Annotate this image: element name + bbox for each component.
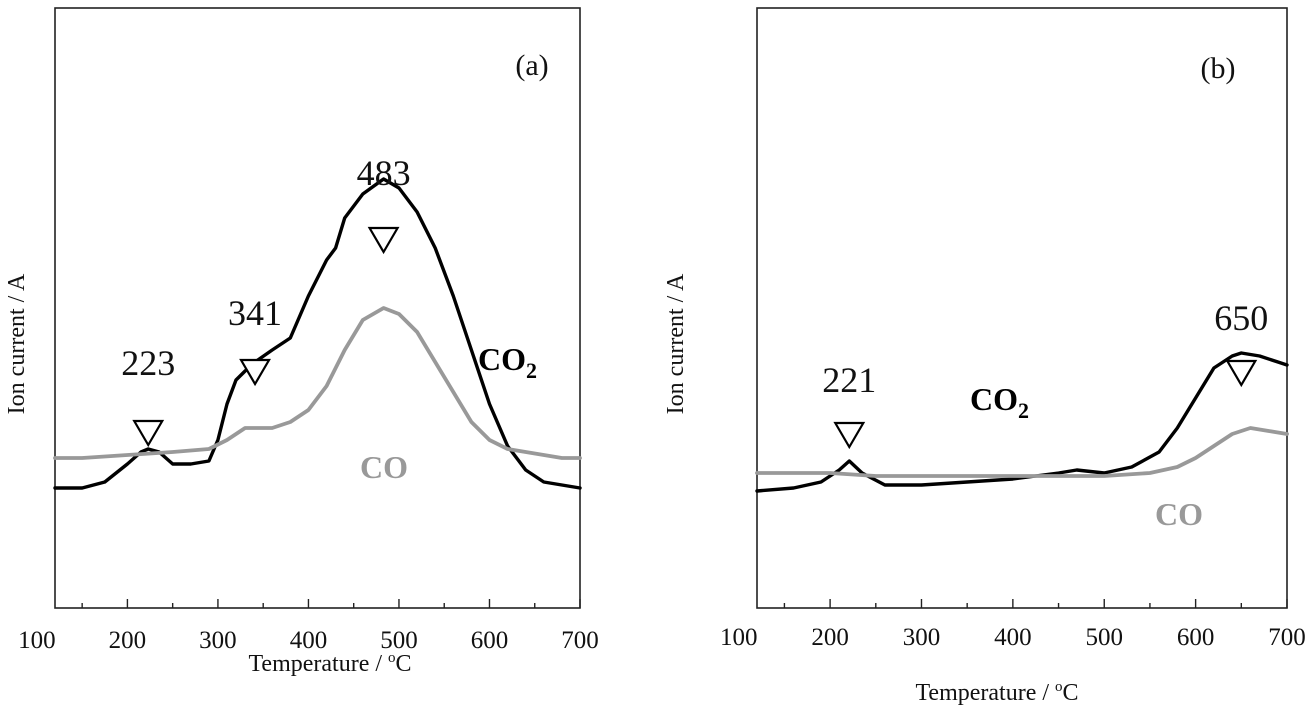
series-line-co <box>53 306 582 460</box>
series-label-co: CO <box>1155 496 1203 532</box>
x-tick-label: 100 <box>720 624 758 651</box>
panel-a: 100 200 300 400 500 600 700 Temperature / oC Ion… <box>4 7 599 677</box>
peak-label: 650 <box>1214 298 1268 338</box>
x-tick-label: 300 <box>903 624 941 651</box>
x-tick-label: 400 <box>290 627 328 654</box>
series-label-co2: CO2 <box>970 381 1029 423</box>
x-tick-label: 100 <box>18 627 56 654</box>
series-label-co2: CO2 <box>478 341 537 383</box>
x-axis-title: Temperature / oC <box>248 650 411 677</box>
series-line-co <box>755 426 1289 478</box>
series-label-co: CO <box>360 449 408 485</box>
peak-marker-icon <box>833 421 866 450</box>
peak-label: 223 <box>121 343 175 383</box>
x-tick-label: 600 <box>1177 624 1215 651</box>
x-tick-label: 500 <box>1085 624 1123 651</box>
plot-frame <box>756 7 1288 609</box>
panel-b: 100 200 300 400 500 600 700 Temperature / oC Ion… <box>663 7 1306 706</box>
peak-marker-icon <box>367 226 400 255</box>
peak-marker-icon <box>132 419 165 448</box>
series-line-co2 <box>53 177 582 490</box>
x-tick-label: 600 <box>471 627 509 654</box>
peak-label: 221 <box>822 360 876 400</box>
peak-marker-icon <box>239 358 271 387</box>
plot-frame <box>54 7 581 609</box>
x-tick-label: 200 <box>811 624 849 651</box>
panel-label: (a) <box>515 49 548 82</box>
x-tick-label: 700 <box>561 627 599 654</box>
y-axis-title: Ion current / A <box>4 273 30 414</box>
peak-label: 483 <box>357 153 411 193</box>
x-tick-label: 400 <box>994 624 1032 651</box>
x-tick-label: 700 <box>1268 624 1306 651</box>
series-line-co2 <box>755 351 1289 493</box>
peak-marker-icon <box>1225 359 1258 388</box>
x-tick-label: 200 <box>109 627 147 654</box>
peak-label: 341 <box>228 293 282 333</box>
x-tick-label: 300 <box>199 627 237 654</box>
x-tick-label: 500 <box>380 627 418 654</box>
y-axis-title: Ion current / A <box>663 273 689 414</box>
panel-label: (b) <box>1201 52 1236 85</box>
x-axis-title: Temperature / oC <box>915 679 1078 706</box>
